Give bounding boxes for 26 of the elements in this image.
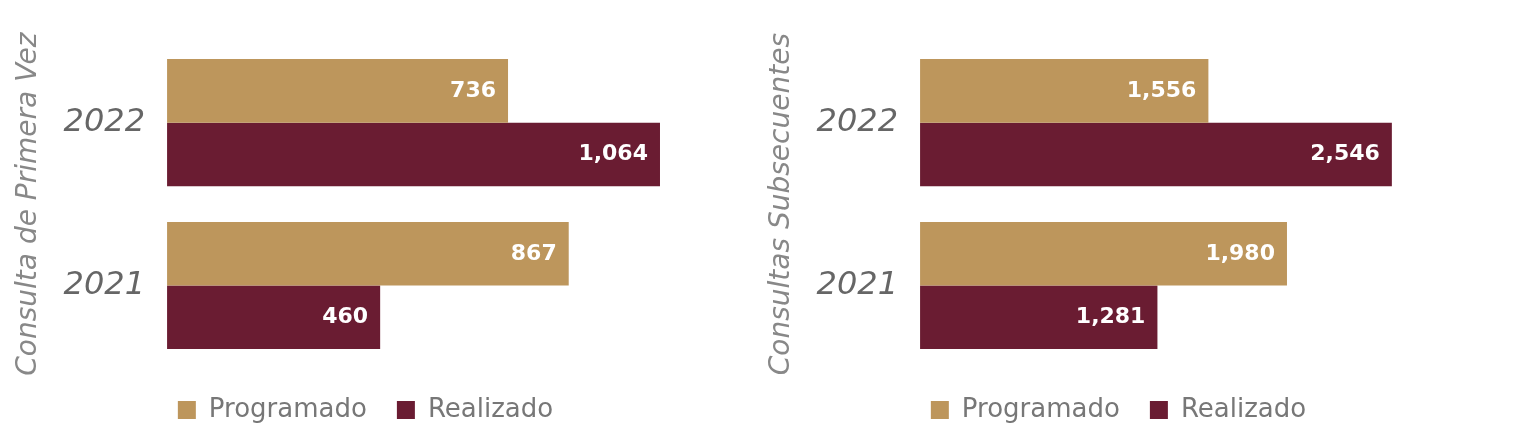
data-label: 1,980 (1205, 239, 1275, 265)
legend-label: Programado (961, 392, 1120, 423)
data-label: 460 (322, 303, 369, 329)
data-label: 1,064 (578, 140, 648, 166)
legend-label: Realizado (427, 392, 554, 423)
bar (920, 122, 1392, 187)
bar (167, 285, 381, 350)
y-axis-title: Consulta de Primera Vez (10, 31, 44, 376)
data-label: 867 (510, 239, 557, 265)
data-label: 1,556 (1126, 76, 1197, 102)
data-label: 1,281 (1075, 303, 1146, 329)
y-tick-label: 2021 (816, 263, 899, 302)
y-tick-label: 2022 (816, 100, 899, 139)
data-label: 736 (450, 76, 497, 102)
data-label: 2,546 (1310, 140, 1380, 166)
y-tick-label: 2021 (63, 263, 146, 302)
bar (920, 285, 1158, 350)
bar (920, 222, 1287, 286)
bar (167, 122, 660, 187)
bar (167, 59, 509, 123)
legend-label: Programado (208, 392, 367, 423)
y-axis-title: Consultas Subsecuentes (763, 33, 797, 376)
y-tick-label: 2022 (63, 100, 146, 139)
bar (920, 59, 1209, 123)
legend-label: Realizado (1180, 392, 1307, 423)
bar (167, 222, 569, 286)
